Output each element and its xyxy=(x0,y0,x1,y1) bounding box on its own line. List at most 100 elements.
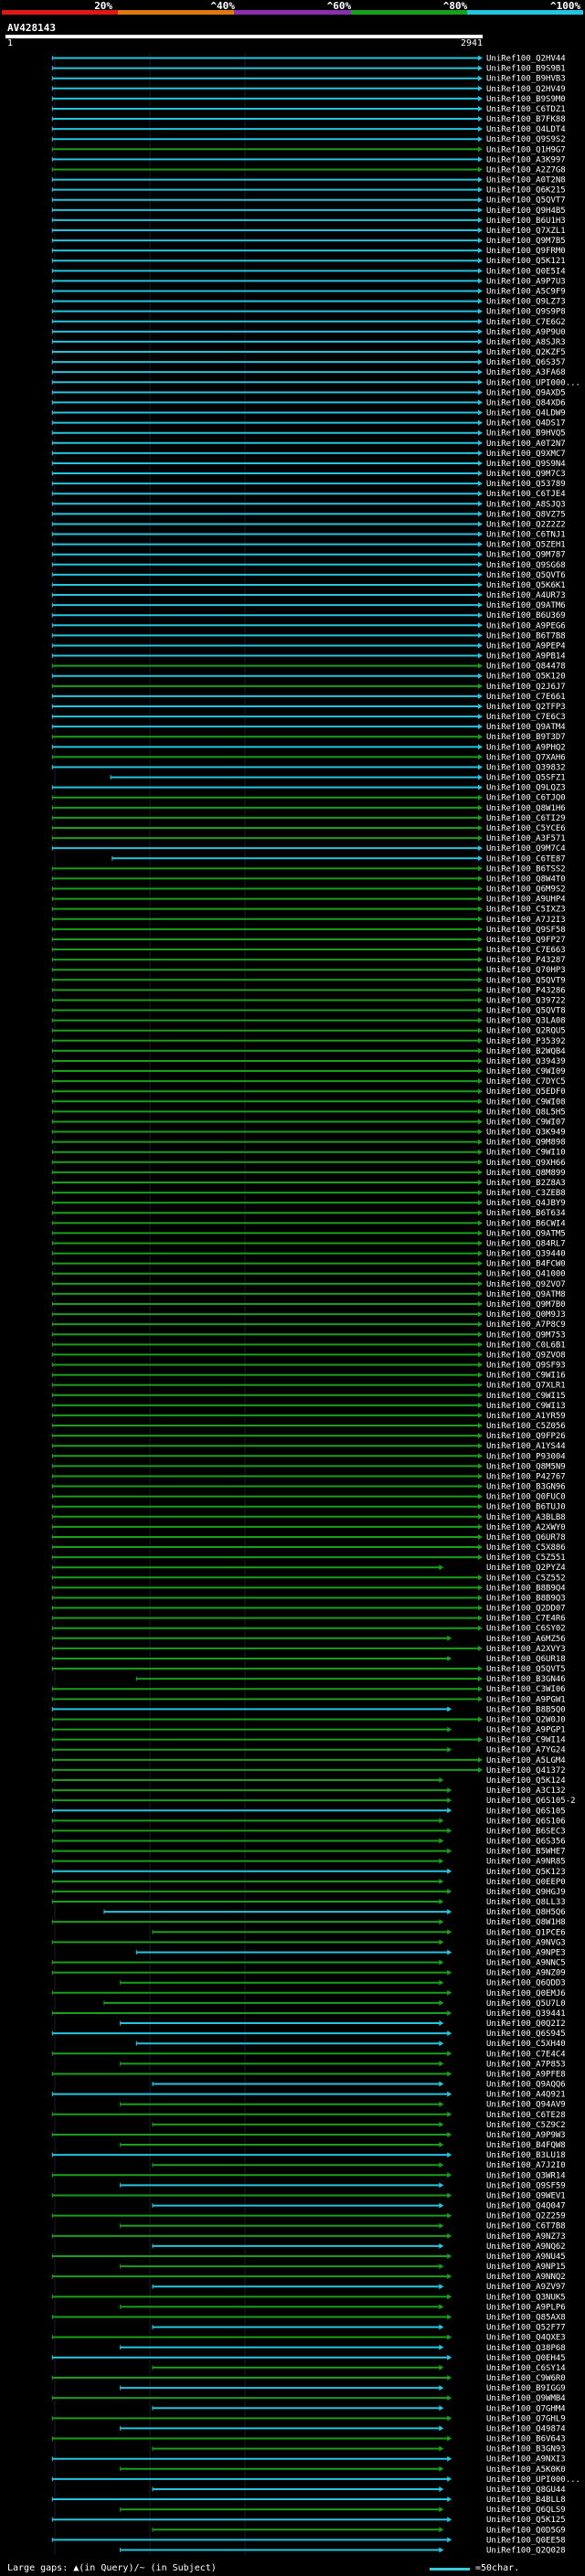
hit-label: UniRef100_Q2KZF5 xyxy=(486,348,566,357)
hit-end-arrow xyxy=(478,622,483,629)
hit-end-arrow xyxy=(447,1868,452,1874)
hit-label: UniRef100_Q2HV44 xyxy=(486,55,566,64)
hit-label: UniRef100_B2WQB4 xyxy=(486,1047,566,1056)
hit-end-arrow xyxy=(478,744,483,750)
hit-label: UniRef100_Q2Q028 xyxy=(486,2546,566,2555)
hit-end-arrow xyxy=(478,703,483,709)
hit-end-arrow xyxy=(478,1017,483,1023)
hit-label: UniRef100_Q4LDW9 xyxy=(486,409,566,419)
hit-label: UniRef100_Q3WR14 xyxy=(486,2171,566,2180)
hit-label: UniRef100_Q6UR18 xyxy=(486,1655,566,1664)
hit-end-arrow xyxy=(478,1068,483,1075)
hit-end-arrow xyxy=(478,379,483,386)
hit-label: UniRef100_Q41000 xyxy=(486,1270,566,1279)
hit-label: UniRef100_A7P853 xyxy=(486,2060,566,2069)
hit-end-arrow xyxy=(447,1828,452,1834)
hit-end-arrow xyxy=(447,2051,452,2057)
hit-label: UniRef100_Q9H4B5 xyxy=(486,207,566,216)
hit-label: UniRef100_Q7GHM4 xyxy=(486,2404,566,2413)
hit-end-arrow xyxy=(447,2274,452,2280)
hit-label: UniRef100_C5YCE6 xyxy=(486,824,566,833)
hit-label: UniRef100_B6V643 xyxy=(486,2435,566,2444)
hit-end-arrow xyxy=(439,2385,444,2391)
hit-end-arrow xyxy=(478,1716,483,1723)
hit-end-arrow xyxy=(447,2496,452,2503)
hit-label: UniRef100_Q2TFP3 xyxy=(486,703,566,712)
hit-label: UniRef100_Q5QVT7 xyxy=(486,196,566,206)
legend-segment xyxy=(350,10,467,15)
hit-end-arrow xyxy=(478,318,483,324)
hit-end-arrow xyxy=(478,278,483,284)
hit-label: UniRef100_B6U369 xyxy=(486,611,566,620)
hit-end-arrow xyxy=(478,258,483,264)
hit-end-arrow xyxy=(478,1352,483,1358)
hit-end-arrow xyxy=(478,825,483,832)
hit-label: UniRef100_A0T2N7 xyxy=(486,440,566,449)
hit-end-arrow xyxy=(478,612,483,619)
hit-end-arrow xyxy=(478,440,483,446)
hit-end-arrow xyxy=(478,957,483,963)
hit-end-arrow xyxy=(439,2445,444,2452)
hit-end-arrow xyxy=(478,1676,483,1682)
hit-end-arrow xyxy=(478,764,483,770)
hit-end-arrow xyxy=(478,1412,483,1418)
hit-label: UniRef100_Q6S356 xyxy=(486,1838,566,1847)
hit-label: UniRef100_Q4Q047 xyxy=(486,2202,566,2211)
hit-end-arrow xyxy=(478,460,483,466)
hit-label: UniRef100_P43287 xyxy=(486,956,566,965)
hit-label: UniRef100_Q9SG68 xyxy=(486,561,566,570)
hit-end-arrow xyxy=(478,1190,483,1196)
hit-end-arrow xyxy=(439,2486,444,2492)
hit-label: UniRef100_C6TE87 xyxy=(486,854,566,864)
hit-label: UniRef100_Q3K949 xyxy=(486,1129,566,1138)
hit-label: UniRef100_Q0EH45 xyxy=(486,2354,566,2363)
hit-label: UniRef100_Q0FUC0 xyxy=(486,1493,566,1502)
hit-label: UniRef100_A9PB14 xyxy=(486,652,566,662)
hit-label: UniRef100_A9NZ09 xyxy=(486,1969,566,1978)
hit-end-arrow xyxy=(478,865,483,872)
hit-end-arrow xyxy=(478,1210,483,1216)
hit-label: UniRef100_Q9FP26 xyxy=(486,1432,566,1441)
legend-label: ^40% xyxy=(210,0,235,12)
hit-label: UniRef100_C6TJE4 xyxy=(486,490,566,499)
hit-end-arrow xyxy=(478,734,483,740)
query-id: AV428143 xyxy=(7,22,56,34)
hit-label: UniRef100_C5Z056 xyxy=(486,1422,566,1431)
hit-label: UniRef100_B9HVQ5 xyxy=(486,429,566,439)
hit-label: UniRef100_Q9LZ73 xyxy=(486,298,566,307)
hit-end-arrow xyxy=(447,2537,452,2543)
hit-label: UniRef100_A9NXI3 xyxy=(486,2455,566,2465)
hit-label: UniRef100_Q0EEP0 xyxy=(486,1878,566,1887)
hit-end-arrow xyxy=(478,1118,483,1125)
hit-label: UniRef100_Q9HGJ9 xyxy=(486,1888,566,1897)
hit-label: UniRef100_Q4LDT4 xyxy=(486,125,566,134)
hit-label: UniRef100_B4FQW8 xyxy=(486,2141,566,2150)
hit-end-arrow xyxy=(478,238,483,244)
hit-end-arrow xyxy=(447,2232,452,2239)
hit-end-arrow xyxy=(478,642,483,649)
hit-label: UniRef100_C9WI07 xyxy=(486,1118,566,1127)
hit-end-arrow xyxy=(478,217,483,223)
hit-end-arrow xyxy=(478,977,483,983)
hit-end-arrow xyxy=(478,1149,483,1155)
hit-label: UniRef100_Q2HV49 xyxy=(486,85,566,94)
hit-end-arrow xyxy=(478,794,483,800)
hit-end-arrow xyxy=(478,1230,483,1236)
hit-end-arrow xyxy=(478,663,483,669)
hit-label: UniRef100_Q0E5I4 xyxy=(486,267,566,276)
hit-end-arrow xyxy=(447,1949,452,1956)
hit-label: UniRef100_A9NNQ2 xyxy=(486,2273,566,2282)
hit-label: UniRef100_Q8M899 xyxy=(486,1169,566,1178)
hit-label: UniRef100_Q9M7B0 xyxy=(486,1300,566,1309)
hit-end-arrow xyxy=(478,936,483,942)
hit-end-arrow xyxy=(478,1027,483,1034)
hit-label: UniRef100_Q6S945 xyxy=(486,2030,566,2039)
hit-end-arrow xyxy=(439,1979,444,1986)
hit-label: UniRef100_A9PGP1 xyxy=(486,1726,566,1735)
hit-label: UniRef100_B6CWI4 xyxy=(486,1219,566,1228)
hit-end-arrow xyxy=(478,571,483,578)
hit-label: UniRef100_A7YG24 xyxy=(486,1746,566,1755)
hit-label: UniRef100_C6SY02 xyxy=(486,1625,566,1634)
hit-label: UniRef100_A5K0K0 xyxy=(486,2465,566,2475)
hit-label: UniRef100_Q9AQQ6 xyxy=(486,2081,566,2090)
